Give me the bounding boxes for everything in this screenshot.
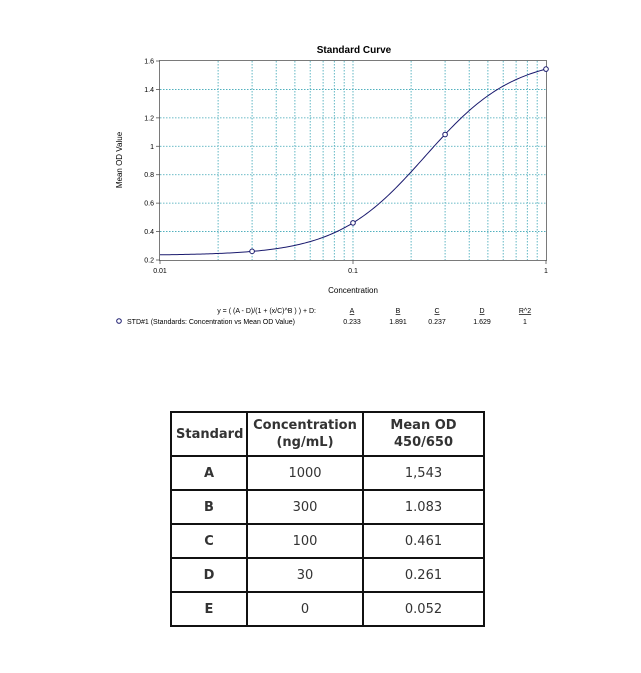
data-point [442, 131, 448, 138]
table-cell-concentration: 300 [246, 489, 364, 525]
x-tick-label: 0.01 [153, 268, 167, 275]
data-points [249, 66, 549, 255]
y-tick-label: 1.4 [144, 87, 154, 94]
y-tick-label: 0.2 [144, 258, 154, 265]
fit-param-value: 1.629 [473, 319, 491, 326]
chart-title: Standard Curve [317, 45, 392, 56]
standard-curve-chart: Standard Curve 0.2 0.4 0.6 0.8 1 1.2 1.4 1.6 0.0… [115, 45, 549, 326]
fit-param-header: B [396, 308, 401, 315]
table-header-concentration: Concentration (ng/mL) [246, 411, 364, 457]
table-cell-concentration: 0 [246, 591, 364, 627]
table-cell-standard: B [170, 489, 248, 525]
standards-table: Standard Concentration (ng/mL) Mean OD 4… [170, 411, 485, 627]
table-cell-standard: C [170, 523, 248, 559]
x-axis-label: Concentration [328, 286, 378, 295]
x-tick-label: 0.1 [348, 268, 358, 275]
table-cell-mean-od: 0.261 [362, 557, 485, 593]
table-cell-mean-od: 0.052 [362, 591, 485, 627]
data-point [543, 66, 549, 72]
table-header-row: Standard Concentration (ng/mL) Mean OD 4… [170, 411, 485, 457]
y-tick-label: 0.6 [144, 201, 154, 208]
fit-param-header: R^2 [519, 308, 531, 315]
x-tick-label: 1 [544, 268, 548, 275]
legend-series-name: STD#1 (Standards: Concentration vs Mean … [127, 319, 295, 326]
table-cell-mean-od: 1,543 [362, 455, 485, 491]
fit-param-value: 1.891 [389, 319, 407, 326]
fit-param-value: 1 [523, 319, 527, 326]
table-cell-standard: A [170, 455, 248, 491]
table-cell-concentration: 1000 [246, 455, 364, 491]
y-tick-label: 1 [150, 144, 154, 151]
fit-legend: y = ( (A - D)/(1 + (x/C)^B ) ) + D: STD#… [116, 308, 531, 326]
fit-param-value: 0.233 [343, 319, 361, 326]
y-tick-label: 1.6 [144, 59, 154, 66]
axis-ticks: 0.2 0.4 0.6 0.8 1 1.2 1.4 1.6 0.01 0.1 1 [144, 59, 548, 276]
table-cell-concentration: 100 [246, 523, 364, 559]
table-header-mean-od: Mean OD 450/650 [362, 411, 485, 457]
fit-param-value: 0.237 [428, 319, 446, 326]
table-row: A 1000 1,543 [170, 455, 485, 491]
y-tick-label: 0.8 [144, 172, 154, 179]
fit-param-header: D [479, 308, 484, 315]
table-cell-concentration: 30 [246, 557, 364, 593]
fit-equation: y = ( (A - D)/(1 + (x/C)^B ) ) + D: [217, 308, 316, 315]
grid-lines [160, 61, 546, 260]
table-header-standard: Standard [170, 411, 248, 457]
table-cell-mean-od: 0.461 [362, 523, 485, 559]
y-axis-label: Mean OD Value [115, 131, 124, 188]
fit-param-header: C [434, 308, 439, 315]
table-cell-standard: E [170, 591, 248, 627]
y-tick-label: 0.4 [144, 229, 154, 236]
data-point [350, 220, 356, 226]
legend-marker-icon [116, 318, 122, 324]
data-point [249, 248, 255, 255]
table-row: D 30 0.261 [170, 557, 485, 593]
table-cell-standard: D [170, 557, 248, 593]
table-cell-mean-od: 1.083 [362, 489, 485, 525]
table-row: E 0 0.052 [170, 591, 485, 627]
table-row: B 300 1.083 [170, 489, 485, 525]
fit-param-header: A [350, 308, 355, 315]
table-row: C 100 0.461 [170, 523, 485, 559]
y-tick-label: 1.2 [144, 115, 154, 122]
